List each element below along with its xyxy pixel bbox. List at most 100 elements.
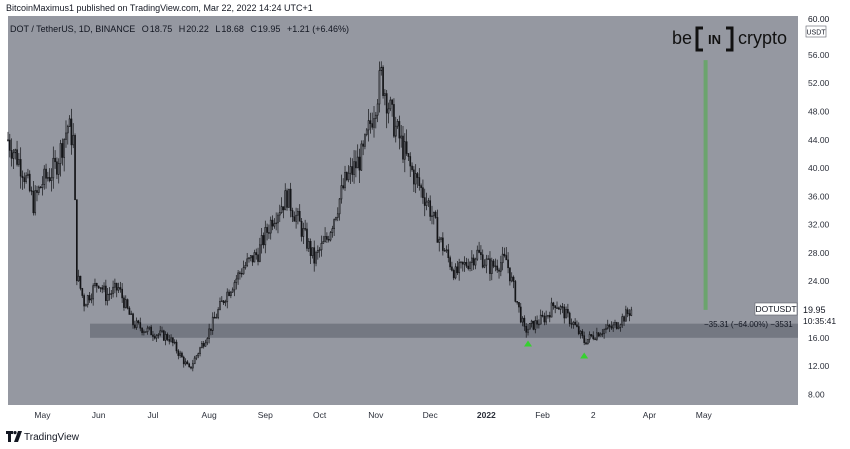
plot-background[interactable] (8, 16, 798, 405)
candle-body (445, 249, 448, 252)
price-axis-panel[interactable] (798, 16, 850, 405)
candle-body (210, 328, 212, 331)
candle-body (532, 320, 535, 330)
candle-body (478, 249, 480, 253)
candle-body (132, 313, 134, 326)
candle-body (95, 283, 98, 287)
candle-body (54, 157, 56, 163)
legend-low-label: L (215, 24, 220, 34)
candle-body (487, 258, 490, 260)
measure-bar[interactable] (703, 60, 708, 310)
candle-body (85, 304, 87, 307)
candle-body (393, 104, 395, 137)
candle-body (65, 132, 67, 140)
legend-line: DOT / TetherUS, 1D, BINANCE O18.75 H20.2… (10, 24, 349, 34)
candle-body (14, 149, 17, 154)
price-axis-top-tick: 60.00 (808, 14, 830, 24)
candle-body (101, 287, 104, 290)
candle-body (251, 255, 254, 263)
price-tag: DOTUSDT 19.95 10:35:41 (754, 302, 849, 327)
candle-body (376, 103, 379, 116)
green-arrow-marker[interactable] (580, 352, 589, 359)
candle-body (50, 177, 53, 181)
candle-body (465, 262, 468, 267)
candle-body (211, 316, 214, 331)
candle-body (586, 338, 589, 345)
candle-body (206, 338, 209, 344)
currency-badge[interactable] (805, 25, 827, 38)
candle-body (304, 228, 306, 230)
price-tick-label: 16.00 (808, 333, 830, 343)
time-tick-label: Feb (535, 410, 550, 420)
candle-body (331, 228, 334, 233)
price-chart[interactable]: DOT / TetherUS, 1D, BINANCE O18.75 H20.2… (0, 0, 850, 426)
candle-body (382, 66, 384, 96)
candle-body (119, 287, 122, 290)
legend-high-value: 20.22 (186, 24, 209, 34)
candle-body (507, 259, 509, 269)
support-zone[interactable] (90, 323, 798, 338)
candle-body (480, 252, 482, 256)
candle-body (548, 315, 551, 318)
candle-body (63, 139, 66, 158)
candle-body (191, 363, 194, 369)
candle-body (271, 219, 274, 227)
candle-body (519, 306, 522, 323)
candle-body (188, 363, 191, 368)
candle-body (47, 177, 49, 179)
candle-body (333, 219, 335, 229)
candle-body (130, 313, 133, 315)
candle-body (45, 168, 47, 179)
candle-body (204, 342, 207, 347)
candle-body (534, 320, 537, 330)
candle-body (605, 327, 607, 330)
candle-body (313, 247, 316, 264)
candle-body (286, 190, 288, 208)
candle-body (425, 201, 428, 206)
candle-body (309, 240, 312, 256)
time-axis-panel[interactable] (8, 405, 850, 426)
candle-body (123, 297, 125, 308)
candle-body (596, 332, 598, 340)
candle-body (137, 320, 140, 323)
candle-body (307, 240, 310, 249)
candle-body (61, 143, 64, 158)
candle-body (284, 190, 287, 211)
candle-body (68, 118, 71, 127)
candle-body (117, 287, 120, 291)
legend-open-label: O (142, 24, 149, 34)
candle-body (373, 118, 375, 128)
green-arrow-marker[interactable] (524, 340, 533, 347)
candle-body (434, 211, 437, 218)
candle-body (273, 223, 276, 227)
candle-body (255, 252, 258, 256)
candle-body (318, 249, 321, 251)
candle-body (184, 361, 187, 365)
candle-body (403, 141, 406, 160)
price-tag-box (799, 303, 849, 327)
watermark-brackets (695, 26, 734, 52)
price-tick-label: 56.00 (808, 50, 830, 60)
time-tick-label: 2022 (477, 410, 496, 420)
time-tick-label: Dec (423, 410, 439, 420)
candle-body (369, 120, 372, 124)
candle-body (248, 257, 250, 260)
candle-body (563, 306, 566, 319)
candle-body (133, 324, 136, 328)
candle-body (541, 314, 544, 317)
candle-body (474, 258, 477, 266)
candle-body (452, 270, 455, 279)
candle-body (496, 265, 499, 271)
candle-body (260, 235, 263, 246)
candle-body (81, 288, 84, 296)
candle-body (110, 293, 113, 295)
candle-body (201, 343, 203, 349)
candle-body (92, 285, 95, 300)
candle-body (481, 254, 484, 268)
candle-body (431, 215, 433, 217)
candle-body (400, 135, 403, 139)
measure-label: −35.31 (−64.00%) −3531 (704, 320, 793, 329)
time-tick-label: Apr (643, 410, 656, 420)
candle-body (550, 302, 553, 318)
candle-body (625, 309, 627, 322)
